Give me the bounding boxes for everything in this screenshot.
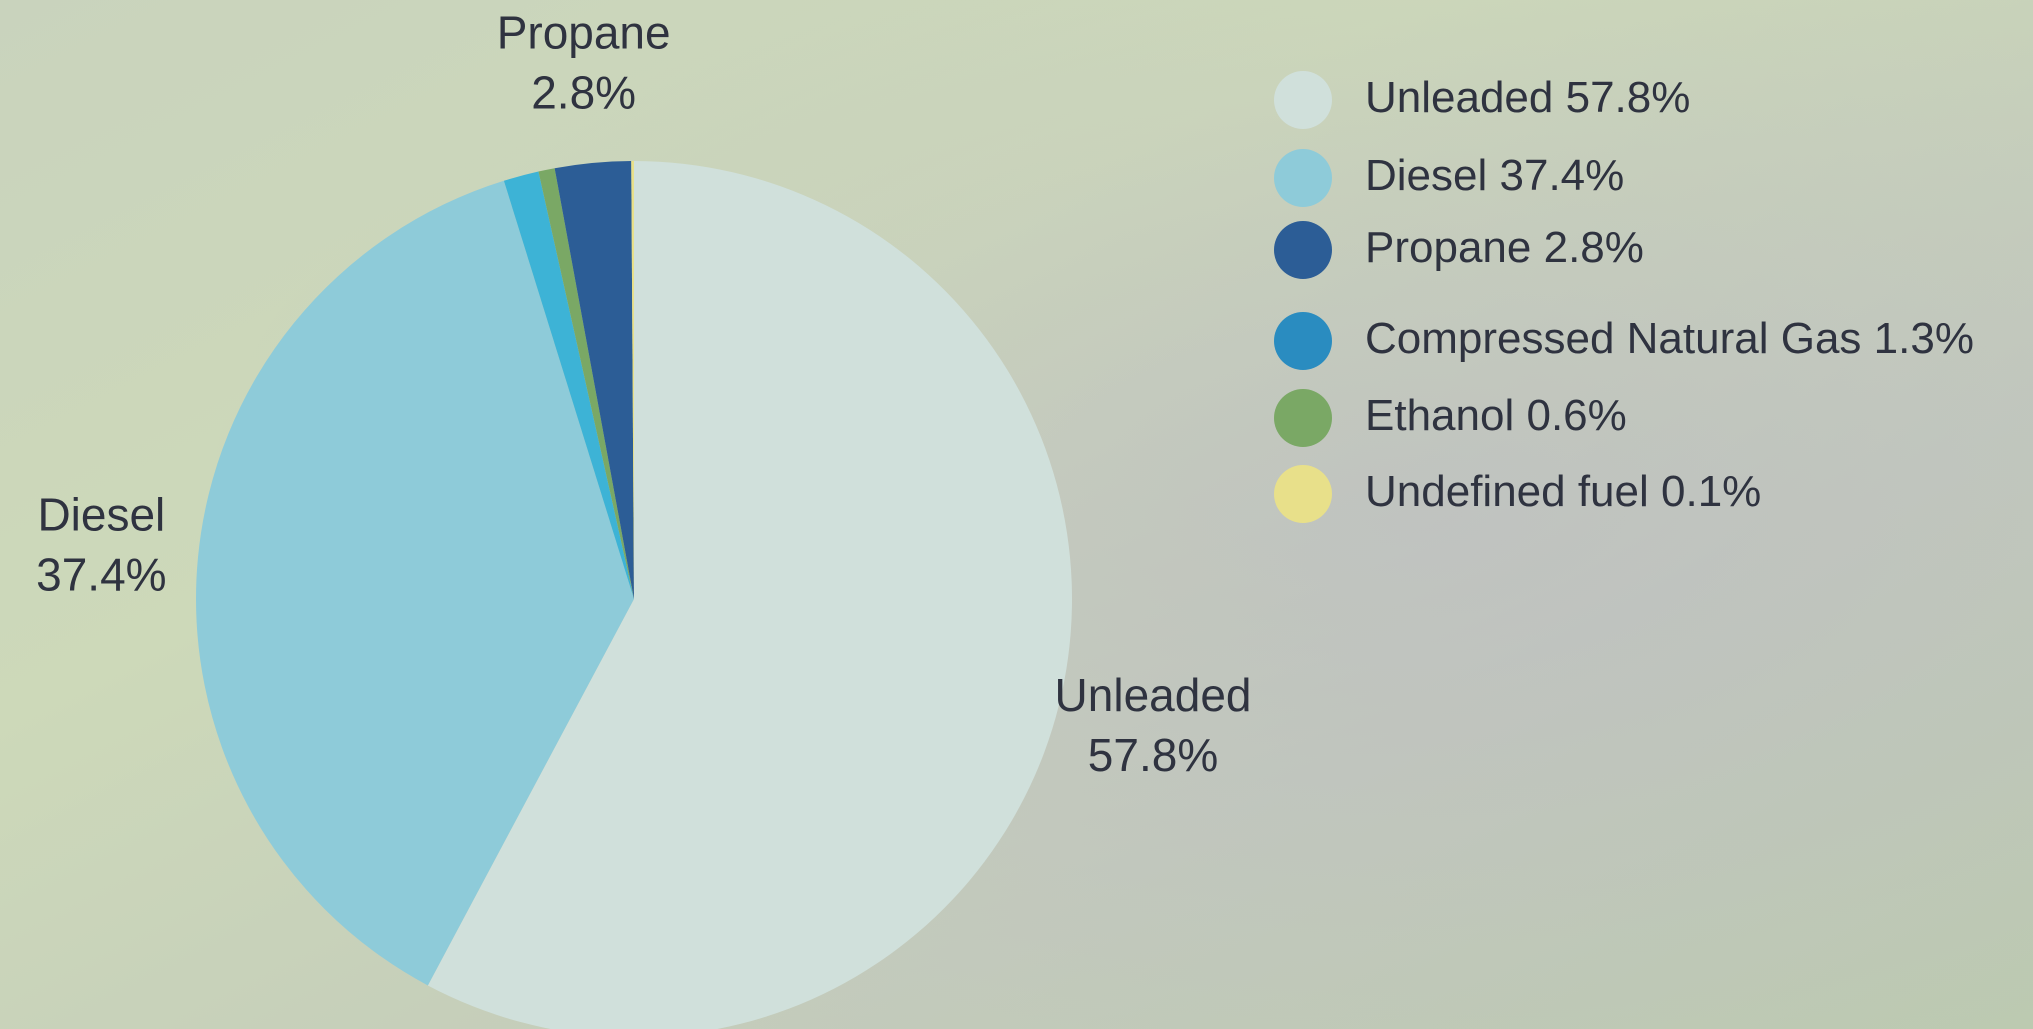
legend-swatch [1274, 71, 1332, 129]
legend-entry: Propane 2.8% [1365, 223, 1644, 272]
legend-value: 0.6% [1526, 391, 1626, 440]
data-label-name: Unleaded [1055, 669, 1252, 721]
legend-name: Undefined fuel [1365, 467, 1649, 516]
legend-name: Ethanol [1365, 391, 1514, 440]
legend-value: 0.1% [1661, 467, 1761, 516]
legend-entry: Ethanol 0.6% [1365, 391, 1627, 440]
legend-swatch [1274, 312, 1332, 370]
legend-name: Propane [1365, 223, 1531, 272]
data-label-value: 2.8% [531, 67, 636, 119]
legend-swatch [1274, 389, 1332, 447]
legend-entry: Undefined fuel 0.1% [1365, 467, 1761, 516]
legend-entry: Compressed Natural Gas 1.3% [1365, 314, 1974, 363]
data-label-value: 37.4% [36, 549, 166, 601]
legend-name: Diesel [1365, 151, 1487, 200]
legend-value: 57.8% [1566, 73, 1691, 122]
legend-name: Compressed Natural Gas [1365, 314, 1861, 363]
data-label-name: Propane [497, 7, 671, 59]
data-label-value: 57.8% [1088, 729, 1218, 781]
legend-entry: Diesel 37.4% [1365, 151, 1624, 200]
legend-swatch [1274, 149, 1332, 207]
legend-swatch [1274, 465, 1332, 523]
legend-value: 2.8% [1544, 223, 1644, 272]
page: Unleaded 57.8% Diesel 37.4% Propane 2.8% Unle… [0, 0, 2033, 1029]
legend-name: Unleaded [1365, 73, 1553, 122]
legend-value: 1.3% [1874, 314, 1974, 363]
legend-swatch [1274, 221, 1332, 279]
chart: Unleaded 57.8% Diesel 37.4% Propane 2.8% Unle… [0, 0, 2033, 1029]
pie [196, 161, 1072, 1029]
legend-entry: Unleaded 57.8% [1365, 73, 1690, 122]
data-label-name: Diesel [37, 489, 165, 541]
legend-value: 37.4% [1500, 151, 1625, 200]
